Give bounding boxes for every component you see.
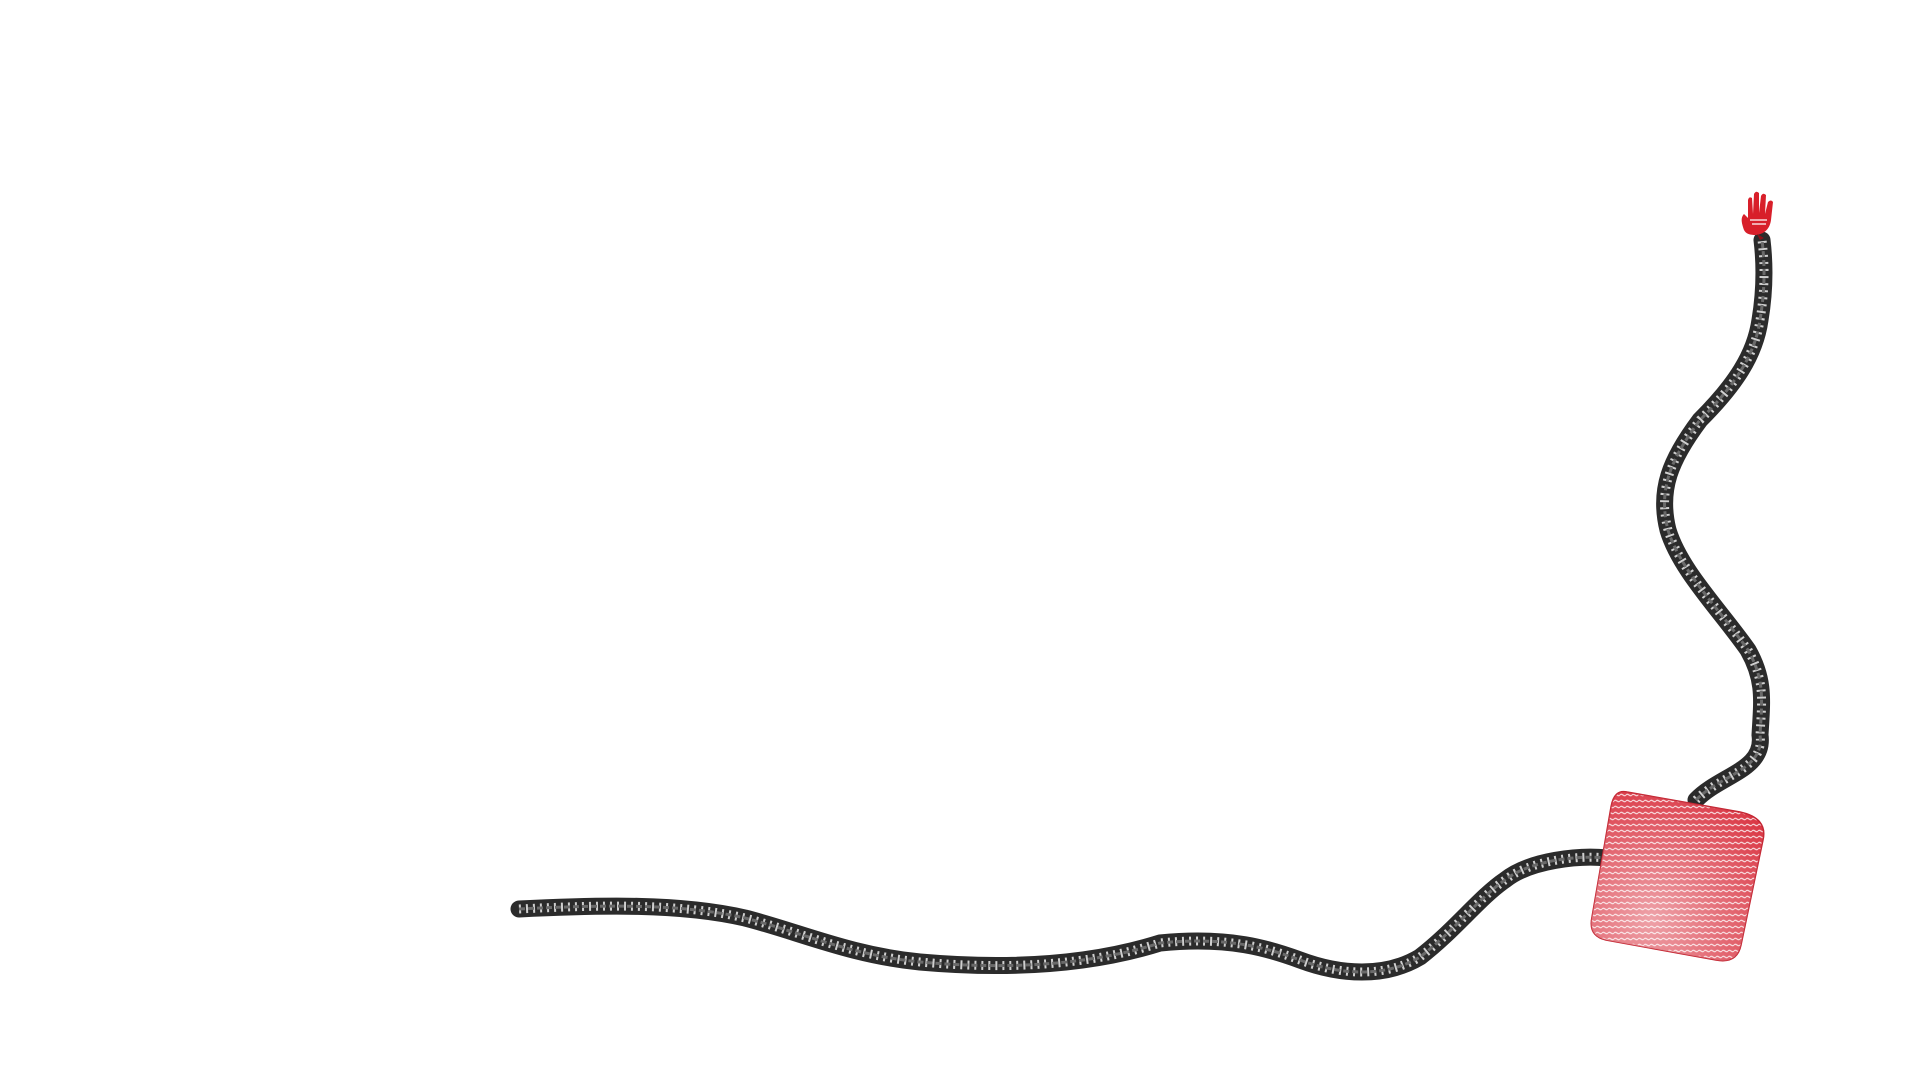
- rope-right[interactable]: [1656, 231, 1773, 809]
- red-hand-icon[interactable]: [1741, 191, 1773, 240]
- red-block[interactable]: [1590, 790, 1765, 962]
- rope-left[interactable]: [510, 848, 1616, 981]
